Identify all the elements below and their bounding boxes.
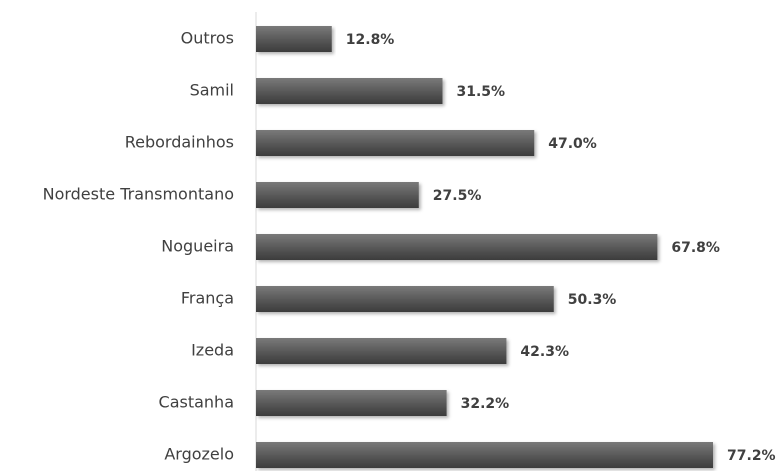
bar <box>256 390 447 416</box>
value-label: 47.0% <box>548 136 597 152</box>
category-label: Izeda <box>191 341 234 360</box>
category-label: Castanha <box>159 393 234 412</box>
bar <box>256 26 332 52</box>
bar <box>256 286 554 312</box>
value-label: 42.3% <box>520 344 569 360</box>
value-label: 77.2% <box>727 448 776 464</box>
category-label: Outros <box>181 29 234 48</box>
bar <box>256 78 443 104</box>
value-label: 50.3% <box>568 292 617 308</box>
bar <box>256 130 535 156</box>
category-label: Argozelo <box>164 445 234 464</box>
category-label: Nogueira <box>161 237 234 256</box>
category-label: França <box>181 289 234 308</box>
value-label: 31.5% <box>456 84 505 100</box>
bar <box>256 442 714 468</box>
bar <box>256 338 507 364</box>
bar <box>256 234 658 260</box>
value-label: 67.8% <box>671 240 720 256</box>
category-label: Samil <box>190 81 234 100</box>
value-label: 12.8% <box>346 32 395 48</box>
bar <box>256 182 419 208</box>
value-label: 32.2% <box>461 396 510 412</box>
value-label: 27.5% <box>433 188 482 204</box>
category-label: Rebordainhos <box>125 133 234 152</box>
category-label: Nordeste Transmontano <box>43 185 234 204</box>
